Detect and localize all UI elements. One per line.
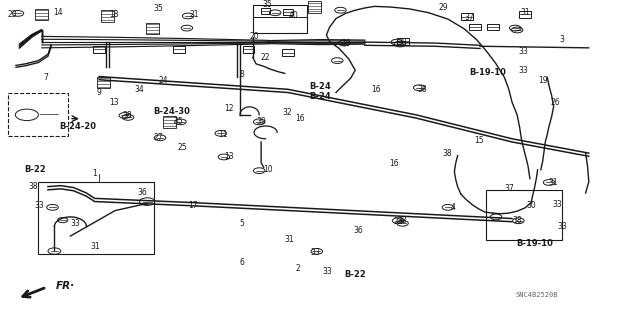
Bar <box>93 46 105 53</box>
Text: 5: 5 <box>239 219 244 228</box>
Text: 3: 3 <box>559 35 564 44</box>
Text: 33: 33 <box>557 222 567 231</box>
Bar <box>261 8 270 14</box>
Text: 15: 15 <box>474 137 484 145</box>
Text: 34: 34 <box>134 85 145 94</box>
Text: B-22: B-22 <box>24 165 46 174</box>
Text: 20: 20 <box>249 32 259 41</box>
Text: 33: 33 <box>323 267 333 276</box>
Text: 38: 38 <box>417 85 428 94</box>
Text: 2: 2 <box>295 264 300 273</box>
Text: 4: 4 <box>451 204 456 212</box>
Bar <box>282 49 294 56</box>
Bar <box>308 1 321 13</box>
Text: 25: 25 <box>177 143 188 152</box>
Text: 38: 38 <box>397 38 407 47</box>
Text: B-24-20: B-24-20 <box>60 122 97 131</box>
Bar <box>163 116 176 128</box>
Text: 24: 24 <box>158 76 168 85</box>
Text: 35: 35 <box>262 0 273 9</box>
Bar <box>469 24 481 30</box>
Text: SNC4B2520B: SNC4B2520B <box>515 292 557 298</box>
Text: 37: 37 <box>504 184 514 193</box>
Bar <box>35 9 48 20</box>
Text: 9: 9 <box>97 88 102 97</box>
Text: 38: 38 <box>512 216 522 225</box>
Text: 11: 11 <box>218 130 227 139</box>
Bar <box>519 11 531 18</box>
Text: 30: 30 <box>526 201 536 210</box>
Bar <box>487 24 499 30</box>
Text: B-22: B-22 <box>344 271 366 279</box>
Text: 22: 22 <box>261 53 270 62</box>
Text: 17: 17 <box>188 201 198 210</box>
Text: 16: 16 <box>371 85 381 94</box>
Text: 26: 26 <box>550 98 561 107</box>
Bar <box>8 93 68 136</box>
Bar <box>97 77 110 88</box>
Bar <box>486 190 562 240</box>
Bar <box>173 46 185 53</box>
Text: 35: 35 <box>173 117 183 126</box>
Text: 38: 38 <box>122 111 132 120</box>
Text: B-24: B-24 <box>309 82 331 91</box>
Text: 32: 32 <box>282 108 292 117</box>
Text: 16: 16 <box>388 159 399 168</box>
Bar <box>38 182 154 254</box>
Text: 6: 6 <box>239 258 244 267</box>
Text: 33: 33 <box>310 248 320 257</box>
Text: 40: 40 <box>288 11 298 20</box>
Text: FR·: FR· <box>56 281 75 292</box>
Text: B-24-30: B-24-30 <box>153 107 190 116</box>
Text: 28: 28 <box>394 217 403 226</box>
Bar <box>461 13 473 20</box>
Text: 36: 36 <box>137 188 147 197</box>
Text: 13: 13 <box>109 98 119 107</box>
Text: 19: 19 <box>340 39 351 48</box>
Text: 8: 8 <box>239 70 244 78</box>
Text: 31: 31 <box>90 242 100 251</box>
Text: 29: 29 <box>438 4 449 12</box>
Text: 39: 39 <box>256 117 266 126</box>
Text: 36: 36 <box>353 226 364 235</box>
Text: 37: 37 <box>464 13 474 22</box>
Text: B-19-10: B-19-10 <box>469 68 506 77</box>
Text: B-19-10: B-19-10 <box>516 239 553 248</box>
Text: 19: 19 <box>538 76 548 85</box>
Text: 38: 38 <box>442 149 452 158</box>
Bar <box>253 5 307 33</box>
Text: 12: 12 <box>225 104 234 113</box>
Text: 33: 33 <box>552 200 562 209</box>
Text: 27: 27 <box>154 133 164 142</box>
Text: 13: 13 <box>224 152 234 161</box>
Text: 18: 18 <box>109 10 118 19</box>
Text: B-24: B-24 <box>309 92 331 101</box>
Text: 35: 35 <box>154 4 164 13</box>
Text: 31: 31 <box>520 8 530 17</box>
Text: 7: 7 <box>44 73 49 82</box>
Text: 21: 21 <box>189 10 198 19</box>
Text: 31: 31 <box>548 178 559 187</box>
Text: 23: 23 <box>8 10 18 19</box>
Bar <box>146 23 159 34</box>
Text: 33: 33 <box>35 201 45 210</box>
Text: 38: 38 <box>397 216 407 225</box>
Text: 1: 1 <box>92 169 97 178</box>
Text: 16: 16 <box>294 114 305 123</box>
Text: 33: 33 <box>518 66 529 75</box>
Bar <box>397 38 409 45</box>
Text: 33: 33 <box>70 219 81 228</box>
Text: 14: 14 <box>52 8 63 17</box>
Bar <box>283 9 293 15</box>
Bar <box>243 46 254 53</box>
Text: 10: 10 <box>262 165 273 174</box>
Bar <box>101 10 114 22</box>
Text: 31: 31 <box>284 235 294 244</box>
Text: 38: 38 <box>28 182 38 191</box>
Text: 33: 33 <box>518 47 529 56</box>
